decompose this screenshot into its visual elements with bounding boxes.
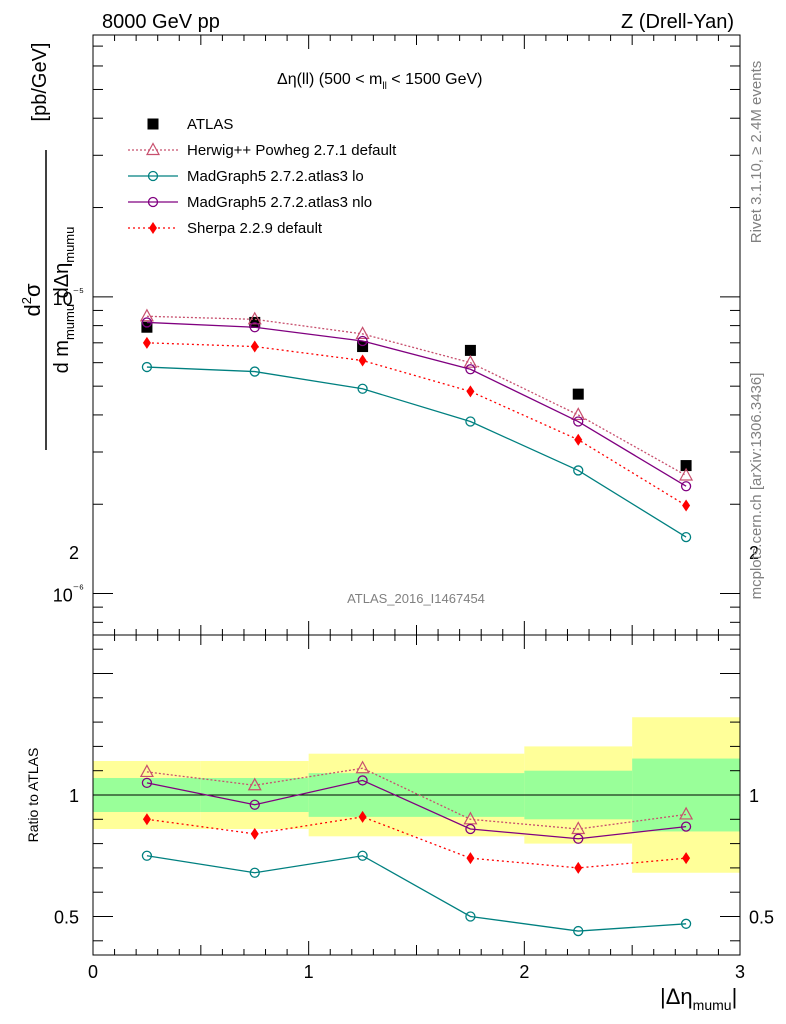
ratio-point-herwig-powheg-2-7-1-default-4 <box>571 821 586 835</box>
ratio-point-madgraph5-2-7-2-atlas3-nlo-1 <box>249 799 260 810</box>
main-y-tick-label: 10⁻⁶ <box>53 582 84 606</box>
ratio-y-axis-label: Ratio to ATLAS <box>25 748 41 843</box>
main-plot-title: Δη(ll) (500 < mll < 1500 GeV) <box>277 71 482 92</box>
svg-text:Δη(ll) (500 < mll < 1500 GeV): Δη(ll) (500 < mll < 1500 GeV) <box>277 71 482 92</box>
legend-label-sherpa-2-2-9-default: Sherpa 2.2.9 default <box>187 220 323 237</box>
ratio-line-madgraph5-2-7-2-atlas3-lo <box>146 855 687 932</box>
ratio-point-herwig-powheg-2-7-1-default-3 <box>463 811 478 825</box>
ratio-point-madgraph5-2-7-2-atlas3-nlo-4 <box>573 833 584 844</box>
ratio-point-herwig-powheg-2-7-1-default-5 <box>679 806 694 820</box>
main-point-atlas-3 <box>464 344 476 356</box>
ratio-point-madgraph5-2-7-2-atlas3-nlo-5 <box>680 821 692 832</box>
x-tick-label: 1 <box>304 962 314 982</box>
main-point-sherpa-2-2-9-default-4 <box>574 433 583 446</box>
main-point-sherpa-2-2-9-default-1 <box>250 340 259 353</box>
main-point-madgraph5-2-7-2-atlas3-nlo-2 <box>357 335 368 347</box>
main-point-madgraph5-2-7-2-atlas3-lo-1 <box>249 366 260 377</box>
ratio-point-madgraph5-2-7-2-atlas3-nlo-0 <box>141 777 153 788</box>
main-line-madgraph5-2-7-2-atlas3-nlo <box>146 321 687 487</box>
ratio-point-sherpa-2-2-9-default-2 <box>358 810 367 823</box>
ratio-point-sherpa-2-2-9-default-5 <box>682 852 691 865</box>
main-point-sherpa-2-2-9-default-0 <box>142 336 151 349</box>
ratio-y-tick-label-right: 2 <box>749 543 759 563</box>
ratio-line-sherpa-2-2-9-default <box>146 816 687 869</box>
svg-text:d mmumu dΔηmumu: d mmumu dΔηmumu <box>51 227 77 374</box>
header-right-label: Z (Drell-Yan) <box>621 11 734 33</box>
main-point-sherpa-2-2-9-default-3 <box>466 385 475 398</box>
ratio-point-madgraph5-2-7-2-atlas3-nlo-2 <box>357 775 368 786</box>
ratio-line-madgraph5-2-7-2-atlas3-nlo <box>146 779 687 840</box>
main-point-sherpa-2-2-9-default-5 <box>682 499 691 512</box>
main-point-atlas-4 <box>572 388 584 400</box>
x-tick-label: 3 <box>735 962 745 982</box>
legend-marker-madgraph5-2-7-2-atlas3-nlo <box>147 196 159 208</box>
main-y-tick-label: 10⁻⁵ <box>53 285 84 309</box>
ratio-y-tick-label-right: 0.5 <box>749 908 774 928</box>
main-point-herwig-powheg-2-7-1-default-4 <box>571 407 586 421</box>
main-point-madgraph5-2-7-2-atlas3-lo-3 <box>465 416 476 427</box>
x-tick-label: 0 <box>88 962 98 982</box>
ratio-point-madgraph5-2-7-2-atlas3-lo-4 <box>573 925 584 937</box>
ratio-point-herwig-powheg-2-7-1-default-0 <box>139 764 154 778</box>
ratio-point-sherpa-2-2-9-default-0 <box>142 813 151 826</box>
analysis-watermark: ATLAS_2016_I1467454 <box>347 591 485 606</box>
ratio-y-tick-label: 2 <box>69 543 79 563</box>
main-point-herwig-powheg-2-7-1-default-0 <box>139 308 154 322</box>
svg-text:d2σ: d2σ <box>19 283 45 316</box>
mcplots-label: mcplots.cern.ch [arXiv:1306.3436] <box>748 373 765 600</box>
legend-marker-madgraph5-2-7-2-atlas3-lo <box>147 170 159 182</box>
legend-label-madgraph5-2-7-2-atlas3-lo: MadGraph5 2.7.2.atlas3 lo <box>187 168 364 185</box>
main-point-madgraph5-2-7-2-atlas3-nlo-0 <box>141 317 153 328</box>
main-point-madgraph5-2-7-2-atlas3-nlo-4 <box>573 416 584 427</box>
ratio-point-madgraph5-2-7-2-atlas3-nlo-3 <box>465 823 476 835</box>
ratio-point-madgraph5-2-7-2-atlas3-lo-2 <box>357 850 368 861</box>
main-point-herwig-powheg-2-7-1-default-3 <box>463 354 478 368</box>
ratio-point-sherpa-2-2-9-default-1 <box>250 827 259 840</box>
main-point-herwig-powheg-2-7-1-default-2 <box>355 326 370 340</box>
ratio-point-madgraph5-2-7-2-atlas3-lo-1 <box>249 867 260 878</box>
ratio-y-tick-label-right: 1 <box>749 786 759 806</box>
x-tick-label: 2 <box>519 962 529 982</box>
main-point-madgraph5-2-7-2-atlas3-lo-4 <box>573 465 584 476</box>
main-line-herwig-powheg-2-7-1-default <box>146 315 687 477</box>
main-point-herwig-powheg-2-7-1-default-1 <box>247 311 262 325</box>
ratio-point-sherpa-2-2-9-default-4 <box>574 861 583 874</box>
main-y-axis-label: d2σ d mmumu dΔηmumu [pb/GeV] <box>19 43 77 450</box>
svg-text:|Δηmumu|: |Δηmumu| <box>660 984 737 1013</box>
x-axis-label: |Δηmumu| <box>660 984 737 1013</box>
main-point-madgraph5-2-7-2-atlas3-lo-2 <box>357 383 368 394</box>
ratio-point-madgraph5-2-7-2-atlas3-lo-3 <box>465 911 476 922</box>
header-left-label: 8000 GeV pp <box>102 11 220 33</box>
main-point-madgraph5-2-7-2-atlas3-nlo-3 <box>465 364 476 375</box>
legend-label-atlas: ATLAS <box>187 116 233 133</box>
ratio-point-herwig-powheg-2-7-1-default-1 <box>247 777 262 791</box>
rivet-version-label: Rivet 3.1.10, ≥ 2.4M events <box>748 61 765 244</box>
main-point-madgraph5-2-7-2-atlas3-lo-0 <box>141 361 153 373</box>
ratio-y-tick-label: 1 <box>69 786 79 806</box>
main-point-atlas-5 <box>680 460 692 472</box>
main-line-madgraph5-2-7-2-atlas3-lo <box>146 366 687 538</box>
main-point-madgraph5-2-7-2-atlas3-lo-5 <box>680 531 692 543</box>
ratio-point-madgraph5-2-7-2-atlas3-lo-5 <box>680 918 692 929</box>
ratio-y-tick-label: 0.5 <box>54 908 79 928</box>
ratio-line-herwig-powheg-2-7-1-default <box>146 767 687 830</box>
main-point-atlas-2 <box>357 341 369 353</box>
main-point-herwig-powheg-2-7-1-default-5 <box>679 467 694 481</box>
ratio-point-sherpa-2-2-9-default-3 <box>466 852 475 865</box>
main-point-madgraph5-2-7-2-atlas3-nlo-1 <box>249 322 260 333</box>
legend-marker-herwig-powheg-2-7-1-default <box>145 142 161 156</box>
ratio-point-herwig-powheg-2-7-1-default-2 <box>355 760 370 774</box>
main-line-sherpa-2-2-9-default <box>146 342 687 507</box>
legend-marker-sherpa-2-2-9-default <box>149 222 157 234</box>
svg-text:[pb/GeV]: [pb/GeV] <box>29 43 51 122</box>
main-point-madgraph5-2-7-2-atlas3-nlo-5 <box>680 481 692 492</box>
legend-marker-atlas <box>147 118 159 130</box>
legend-label-madgraph5-2-7-2-atlas3-nlo: MadGraph5 2.7.2.atlas3 nlo <box>187 194 372 211</box>
main-point-sherpa-2-2-9-default-2 <box>358 354 367 367</box>
legend-label-herwig-powheg-2-7-1-default: Herwig++ Powheg 2.7.1 default <box>187 142 397 159</box>
ratio-point-madgraph5-2-7-2-atlas3-lo-0 <box>141 850 153 861</box>
